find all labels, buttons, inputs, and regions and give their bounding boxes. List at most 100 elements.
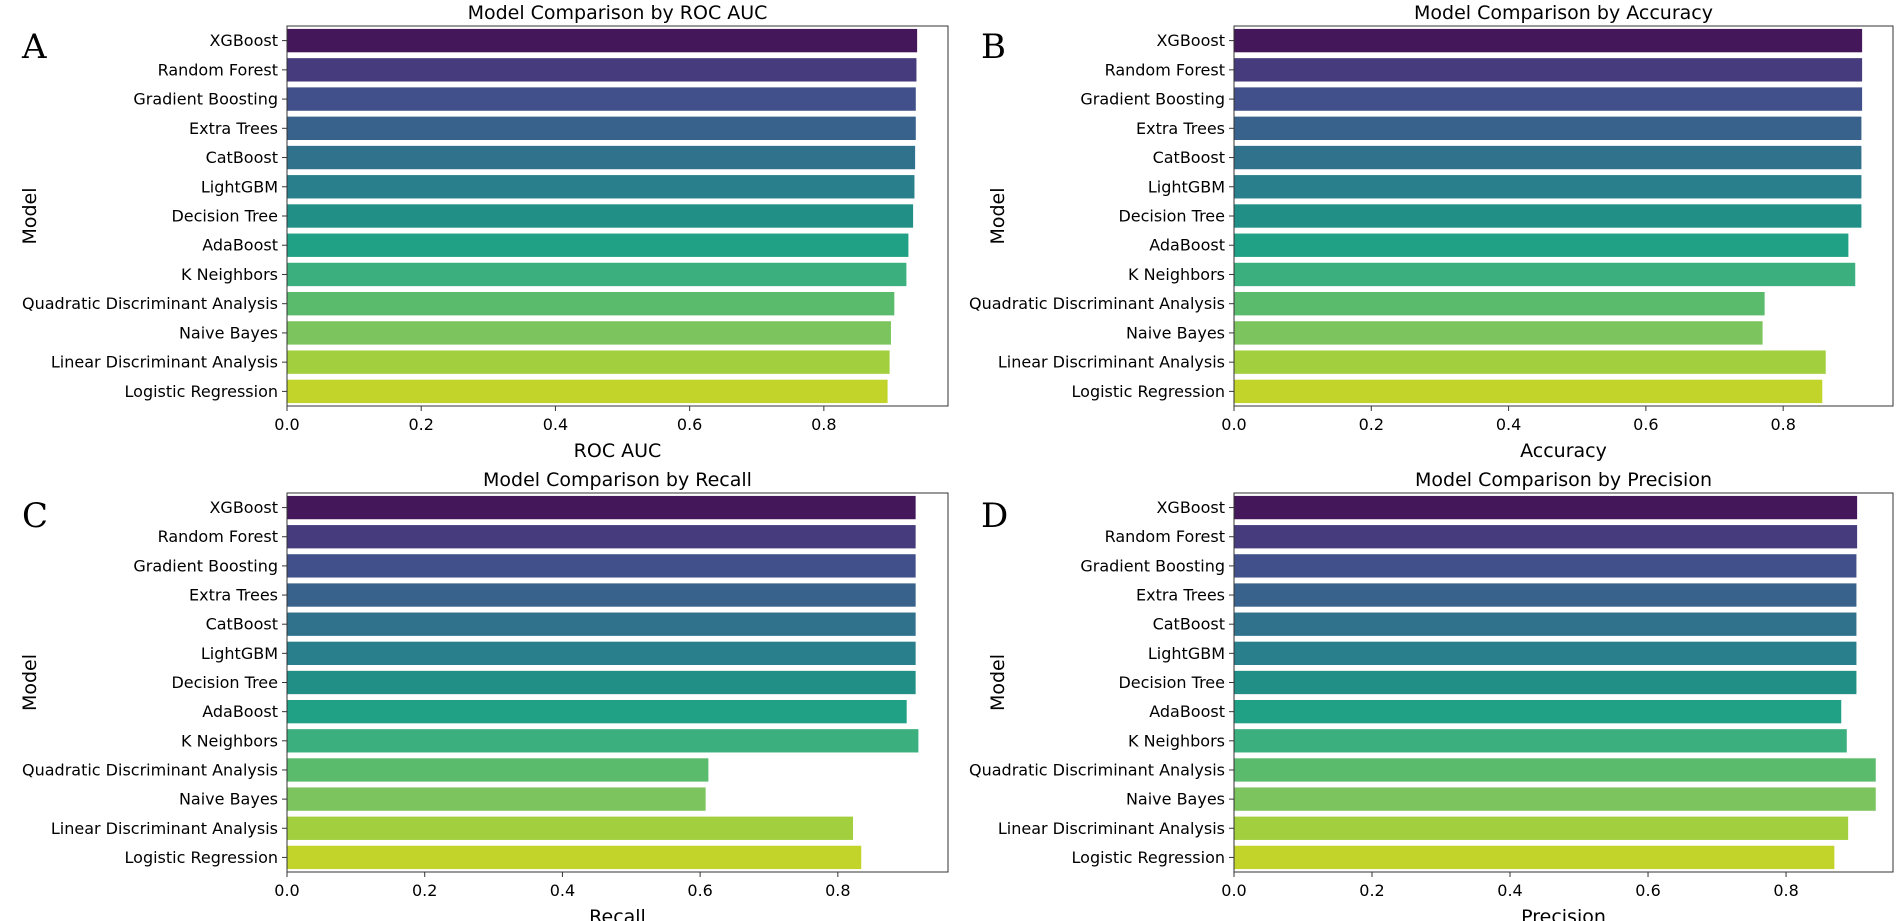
y-axis-label: Model — [987, 654, 1009, 711]
panel-letter: B — [981, 27, 1006, 67]
bar-catboost — [1234, 145, 1862, 170]
category-label: CatBoost — [206, 615, 278, 634]
category-label: AdaBoost — [1149, 236, 1225, 255]
category-label: Random Forest — [158, 527, 278, 546]
bar-gradient-boosting — [287, 554, 916, 578]
x-tick-label: 0.6 — [1635, 881, 1660, 900]
bar-gradient-boosting — [1234, 554, 1857, 578]
x-tick-label: 0.0 — [274, 881, 299, 900]
bar-lightgbm — [287, 641, 916, 665]
bar-xgboost — [287, 28, 918, 53]
category-label: K Neighbors — [181, 265, 278, 284]
category-label: CatBoost — [206, 148, 278, 167]
bar-naive-bayes — [1234, 787, 1876, 811]
x-tick-label: 0.0 — [1221, 881, 1246, 900]
bar-catboost — [287, 612, 916, 636]
category-label: Gradient Boosting — [1080, 90, 1225, 109]
chart-title: Model Comparison by Recall — [483, 469, 752, 491]
category-label: Gradient Boosting — [133, 556, 278, 575]
category-label: XGBoost — [1156, 498, 1225, 517]
category-label: K Neighbors — [1128, 265, 1225, 284]
category-label: AdaBoost — [1149, 702, 1225, 721]
bar-quadratic-discriminant-analysis — [1234, 758, 1876, 782]
category-label: LightGBM — [201, 177, 278, 196]
bar-decision-tree — [1234, 204, 1862, 228]
category-label: LightGBM — [1148, 177, 1225, 196]
x-tick-label: 0.6 — [687, 881, 712, 900]
category-label: AdaBoost — [202, 236, 278, 255]
bar-catboost — [1234, 612, 1857, 636]
x-tick-label: 0.8 — [825, 881, 850, 900]
x-tick-label: 0.4 — [543, 415, 568, 434]
bar-random-forest — [1234, 58, 1863, 82]
chart-title: Model Comparison by ROC AUC — [468, 2, 768, 24]
y-axis-label: Model — [987, 187, 1009, 244]
x-tick-label: 0.8 — [1773, 881, 1798, 900]
chart-title: Model Comparison by Precision — [1415, 469, 1712, 491]
category-label: Naive Bayes — [179, 790, 278, 809]
category-label: K Neighbors — [181, 731, 278, 750]
category-label: Random Forest — [1105, 60, 1225, 79]
bar-random-forest — [1234, 525, 1858, 549]
bar-logistic-regression — [1234, 379, 1823, 404]
bar-linear-discriminant-analysis — [1234, 350, 1826, 374]
bar-lightgbm — [1234, 175, 1862, 199]
x-tick-label: 0.0 — [1221, 415, 1246, 434]
x-axis-label: Precision — [1521, 906, 1606, 921]
bar-adaboost — [287, 699, 907, 724]
category-label: Random Forest — [1105, 527, 1225, 546]
category-label: Extra Trees — [189, 586, 278, 605]
bar-xgboost — [1234, 28, 1863, 53]
x-tick-label: 0.4 — [1496, 415, 1521, 434]
category-label: Naive Bayes — [179, 323, 278, 342]
category-label: Linear Discriminant Analysis — [998, 353, 1225, 372]
bar-k-neighbors — [1234, 262, 1856, 287]
category-label: LightGBM — [1148, 644, 1225, 663]
panel-letter: C — [22, 496, 48, 536]
bar-xgboost — [1234, 495, 1858, 520]
bar-quadratic-discriminant-analysis — [287, 758, 709, 782]
category-label: K Neighbors — [1128, 731, 1225, 750]
category-label: CatBoost — [1153, 148, 1225, 167]
bar-logistic-regression — [1234, 845, 1835, 870]
chart-panel-d: D XGBoost Random Forest Gradient Boosting Ex… — [969, 469, 1894, 921]
bar-linear-discriminant-analysis — [1234, 816, 1849, 840]
x-tick-label: 0.2 — [1359, 415, 1384, 434]
x-axis-label: Accuracy — [1520, 440, 1607, 462]
x-tick-label: 0.2 — [1359, 881, 1384, 900]
category-label: Linear Discriminant Analysis — [998, 819, 1225, 838]
bar-k-neighbors — [287, 262, 907, 287]
category-label: Quadratic Discriminant Analysis — [969, 760, 1225, 779]
category-label: Extra Trees — [189, 119, 278, 138]
chart-panel-b: B XGBoost Random Forest Gradient Boosting Ex… — [969, 2, 1894, 462]
panel-letter: D — [981, 496, 1008, 536]
bar-decision-tree — [287, 670, 916, 695]
bar-linear-discriminant-analysis — [287, 816, 853, 840]
y-axis-label: Model — [19, 187, 41, 244]
bar-logistic-regression — [287, 845, 862, 870]
category-label: Extra Trees — [1136, 586, 1225, 605]
bar-naive-bayes — [287, 787, 706, 811]
x-tick-label: 0.2 — [408, 415, 433, 434]
bar-extra-trees — [1234, 583, 1857, 607]
category-label: Logistic Regression — [125, 382, 278, 401]
bar-linear-discriminant-analysis — [287, 350, 890, 374]
bar-random-forest — [287, 58, 917, 82]
bar-adaboost — [1234, 233, 1849, 257]
category-label: Gradient Boosting — [133, 90, 278, 109]
bar-extra-trees — [287, 583, 916, 607]
category-label: Quadratic Discriminant Analysis — [22, 294, 278, 313]
chart-panel-c: C XGBoost Random Forest Gradient Boosting Ex… — [19, 469, 949, 921]
bar-catboost — [287, 145, 916, 170]
bar-adaboost — [1234, 699, 1842, 724]
bar-quadratic-discriminant-analysis — [1234, 292, 1765, 316]
category-label: Decision Tree — [171, 673, 278, 692]
category-label: Decision Tree — [1118, 207, 1225, 226]
bar-naive-bayes — [287, 321, 891, 345]
x-tick-label: 0.4 — [550, 881, 575, 900]
bar-quadratic-discriminant-analysis — [287, 292, 895, 316]
bar-naive-bayes — [1234, 321, 1763, 345]
bar-extra-trees — [287, 116, 916, 140]
category-label: AdaBoost — [202, 702, 278, 721]
bar-decision-tree — [1234, 670, 1857, 695]
